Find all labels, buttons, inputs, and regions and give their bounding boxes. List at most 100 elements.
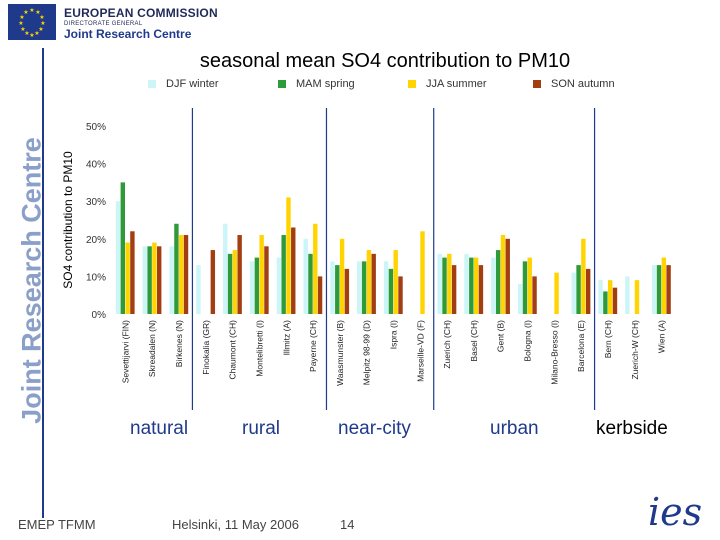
bar-summer-14 bbox=[500, 235, 506, 314]
y-tick-label: 50% bbox=[86, 122, 106, 133]
group-label-kerbside: kerbside bbox=[596, 418, 668, 439]
legend-swatch-winter bbox=[148, 80, 156, 89]
category-label: Bern (CH) bbox=[603, 320, 613, 358]
bar-autumn-17 bbox=[585, 268, 591, 314]
category-label: Chaumont (CH) bbox=[228, 320, 238, 380]
group-label-rural: rural bbox=[242, 418, 281, 439]
bar-spring-13 bbox=[469, 257, 474, 314]
bar-spring-1 bbox=[147, 246, 152, 314]
bar-summer-19 bbox=[634, 280, 640, 314]
svg-text:★: ★ bbox=[29, 32, 34, 39]
bar-winter-0 bbox=[115, 201, 121, 314]
svg-text:★: ★ bbox=[23, 9, 28, 16]
ies-logo: ies bbox=[648, 490, 703, 534]
bar-winter-6 bbox=[276, 257, 282, 314]
bar-autumn-13 bbox=[478, 265, 484, 314]
bar-winter-19 bbox=[625, 276, 630, 314]
bar-summer-16 bbox=[554, 272, 559, 314]
y-tick-label: 20% bbox=[86, 235, 106, 246]
bar-autumn-15 bbox=[532, 276, 537, 314]
bar-autumn-1 bbox=[157, 246, 162, 314]
group-label-near-city: near-city bbox=[338, 418, 411, 439]
category-label: Ispra (I) bbox=[389, 320, 399, 349]
legend-swatch-summer bbox=[408, 80, 416, 89]
bar-spring-7 bbox=[308, 253, 313, 314]
footer-event: EMEP TFMM bbox=[18, 517, 96, 532]
legend-item-autumn: SON autumn bbox=[533, 78, 615, 90]
bar-spring-20 bbox=[656, 265, 662, 314]
bar-winter-5 bbox=[249, 261, 255, 314]
bar-winter-12 bbox=[437, 253, 442, 314]
bar-winter-3 bbox=[196, 265, 201, 314]
bar-autumn-10 bbox=[398, 276, 403, 314]
footer-date: Helsinki, 11 May 2006 bbox=[172, 517, 299, 532]
svg-text:★: ★ bbox=[35, 9, 40, 16]
bar-spring-8 bbox=[335, 265, 340, 314]
svg-text:★: ★ bbox=[19, 14, 24, 21]
category-label: Illmitz (A) bbox=[281, 320, 291, 356]
bar-winter-10 bbox=[383, 261, 389, 314]
bar-autumn-8 bbox=[344, 268, 350, 314]
bar-winter-8 bbox=[330, 261, 335, 314]
svg-text:★: ★ bbox=[18, 20, 23, 27]
page-number: 14 bbox=[340, 517, 355, 532]
legend-label-summer: JJA summer bbox=[426, 78, 487, 90]
org-line-1: EUROPEAN COMMISSION bbox=[64, 6, 218, 20]
bar-summer-11 bbox=[420, 231, 425, 314]
bar-autumn-20 bbox=[666, 265, 671, 314]
group-label-natural: natural bbox=[130, 418, 189, 439]
category-label: Milano-Bresso (I) bbox=[549, 320, 559, 385]
bar-autumn-12 bbox=[451, 265, 457, 314]
bar-summer-20 bbox=[661, 257, 666, 314]
bar-spring-10 bbox=[388, 268, 394, 314]
bar-winter-20 bbox=[651, 265, 657, 314]
bar-chart: SO4 contribution to PM10 0% 10% 20% 30% 40% 5… bbox=[61, 108, 671, 410]
legend-item-spring: MAM spring bbox=[278, 78, 355, 90]
bar-winter-15 bbox=[517, 283, 523, 314]
bar-winter-4 bbox=[223, 223, 228, 314]
category-label: Zuerich (CH) bbox=[442, 320, 452, 369]
svg-text:★: ★ bbox=[34, 30, 39, 37]
bar-autumn-18 bbox=[612, 287, 618, 314]
bar-summer-17 bbox=[581, 238, 586, 314]
y-axis-label: SO4 contribution to PM10 bbox=[61, 151, 75, 289]
y-tick-label: 30% bbox=[86, 197, 106, 208]
category-label: Skreadalen (N) bbox=[147, 320, 157, 377]
svg-text:★: ★ bbox=[24, 30, 29, 37]
bar-autumn-4 bbox=[237, 235, 242, 314]
bar-spring-4 bbox=[227, 253, 233, 314]
bar-summer-15 bbox=[527, 257, 532, 314]
left-divider-bar bbox=[42, 48, 44, 518]
category-label: Finokalia (GR) bbox=[201, 320, 211, 375]
bar-winter-2 bbox=[169, 246, 174, 314]
bar-spring-2 bbox=[174, 223, 179, 314]
svg-text:★: ★ bbox=[40, 20, 45, 27]
bar-summer-18 bbox=[607, 280, 613, 314]
bar-spring-18 bbox=[603, 291, 608, 314]
category-label: Sevettijarvi (FIN) bbox=[120, 320, 130, 383]
bar-winter-17 bbox=[571, 272, 576, 314]
bar-summer-1 bbox=[152, 242, 157, 314]
bar-summer-0 bbox=[125, 242, 130, 314]
bar-autumn-5 bbox=[264, 246, 269, 314]
bar-spring-12 bbox=[442, 257, 447, 314]
legend-swatch-autumn bbox=[533, 80, 541, 89]
bar-spring-14 bbox=[495, 250, 501, 314]
legend-item-winter: DJF winter bbox=[148, 78, 219, 90]
legend-label-spring: MAM spring bbox=[296, 78, 355, 90]
bar-summer-6 bbox=[286, 197, 291, 314]
org-line-3: Joint Research Centre bbox=[64, 27, 192, 41]
bar-summer-2 bbox=[179, 235, 184, 314]
category-label: Waasmunster (B) bbox=[335, 320, 345, 386]
legend-label-winter: DJF winter bbox=[166, 78, 219, 90]
side-brand-text: Joint Research Centre bbox=[16, 137, 47, 424]
org-line-2: DIRECTORATE GENERAL bbox=[64, 21, 143, 27]
svg-text:★: ★ bbox=[20, 26, 25, 33]
bar-winter-7 bbox=[303, 238, 308, 314]
bar-spring-6 bbox=[281, 235, 286, 314]
bar-autumn-2 bbox=[183, 235, 189, 314]
eu-flag-logo: ★ ★ ★ ★ ★ ★ ★ ★ ★ ★ ★ ★ bbox=[8, 4, 56, 40]
bar-autumn-0 bbox=[130, 231, 135, 314]
y-tick-label: 0% bbox=[92, 310, 107, 321]
category-label: Marseille-VD (F) bbox=[415, 320, 425, 382]
